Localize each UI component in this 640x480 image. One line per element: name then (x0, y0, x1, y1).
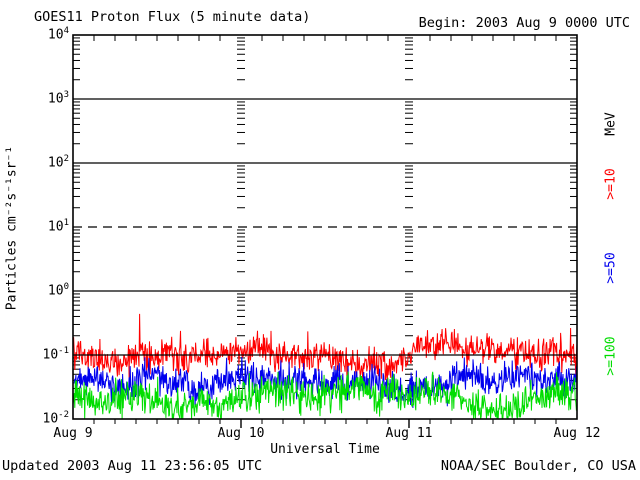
legend-unit-label: MeV (603, 112, 619, 136)
x-tick-label: Aug 11 (385, 426, 433, 441)
x-tick-label: Aug 9 (53, 426, 93, 441)
series-10-trace (72, 313, 578, 387)
y-tick-label: 104 (47, 26, 69, 43)
x-axis-label: Universal Time (270, 442, 380, 457)
series-label-ge50: >=50 (603, 252, 619, 284)
credit-label: NOAA/SEC Boulder, CO USA (440, 458, 636, 474)
updated-label: Updated 2003 Aug 11 23:56:05 UTC (2, 458, 263, 474)
series-label-ge10: >=10 (603, 168, 619, 200)
series-100-trace (72, 371, 578, 420)
x-tick-label: Aug 12 (553, 426, 601, 441)
y-tick-label: 10-2 (42, 410, 70, 427)
y-tick-label: 10-1 (42, 346, 70, 363)
y-tick-label: 103 (47, 90, 69, 107)
y-axis-label: Particles cm⁻²s⁻¹sr⁻¹ (4, 145, 20, 311)
y-tick-label: 100 (47, 282, 69, 299)
page-title: GOES11 Proton Flux (5 minute data) (34, 9, 311, 25)
plot-frame (72, 34, 578, 420)
x-tick-label: Aug 10 (217, 426, 265, 441)
begin-label: Begin: 2003 Aug 9 0000 UTC (418, 15, 630, 31)
y-tick-label: 101 (47, 218, 69, 235)
y-tick-label: 102 (47, 154, 69, 171)
series-label-ge100: >=100 (603, 336, 619, 376)
